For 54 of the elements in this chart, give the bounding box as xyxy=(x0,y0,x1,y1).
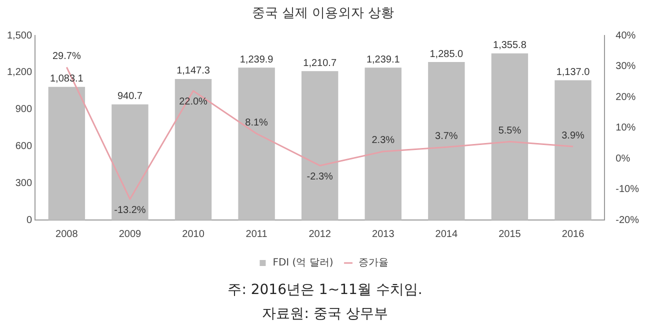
text: 자료원: 중국 상무부 xyxy=(261,305,389,324)
y2-tick-label: 20% xyxy=(616,92,636,103)
x-tick-label: 2013 xyxy=(372,228,395,240)
data-label: 1,285.0 xyxy=(430,48,464,60)
legend-label: FDI (억 달러) xyxy=(272,258,334,269)
bar xyxy=(48,86,86,220)
y-tick-label: 1,500 xyxy=(6,30,32,42)
legend-label: 증가율 xyxy=(358,258,388,269)
x-tick-label: 2015 xyxy=(498,228,522,240)
x-tick-label: 2008 xyxy=(56,228,78,240)
y2-tick-label: 0% xyxy=(616,153,630,164)
y2-tick-label: 10% xyxy=(616,122,636,134)
data-label: 1,137.0 xyxy=(556,66,590,78)
data-label: 3.9% xyxy=(562,130,585,142)
bar xyxy=(112,104,148,220)
y-tick-label: 1,200 xyxy=(6,67,32,78)
y-tick-label: 600 xyxy=(15,140,32,152)
chart-title: 중국 실제 이용외자 상황 xyxy=(252,6,394,22)
data-label: 1,355.8 xyxy=(493,40,527,52)
y2-tick-label: 40% xyxy=(616,30,636,42)
y-tick-label: 900 xyxy=(15,104,32,116)
data-label: 1,210.7 xyxy=(303,58,337,69)
data-label: 940.7 xyxy=(117,91,143,102)
data-label: -13.2% xyxy=(114,204,146,216)
bar xyxy=(554,80,592,220)
text: 주: 2016년은 1~11월 수치임. xyxy=(226,281,424,300)
x-tick-label: 2009 xyxy=(118,228,142,240)
bar xyxy=(491,53,528,220)
bar xyxy=(301,71,338,220)
data-label: 1,239.9 xyxy=(240,54,274,66)
data-label: 3.7% xyxy=(435,130,458,142)
data-label: 1,239.1 xyxy=(366,54,400,66)
y-tick-label: 300 xyxy=(15,178,32,189)
y-tick-label: 0 xyxy=(26,214,32,226)
y2-tick-label: -10% xyxy=(616,184,640,196)
y2-tick-label: -20% xyxy=(616,214,640,226)
data-label: 22.0% xyxy=(179,96,208,108)
bar xyxy=(364,68,402,220)
data-label: 1,147.3 xyxy=(176,66,210,77)
data-label: 29.7% xyxy=(52,51,81,62)
x-tick-label: 2014 xyxy=(435,228,458,240)
y2-tick-label: 30% xyxy=(616,61,636,72)
data-label: -2.3% xyxy=(306,171,334,182)
data-label: 8.1% xyxy=(245,117,268,128)
bar xyxy=(174,78,212,220)
x-tick-label: 2016 xyxy=(562,228,585,240)
data-label: 5.5% xyxy=(498,125,522,136)
data-label: 1,083.1 xyxy=(50,74,84,85)
bar xyxy=(428,62,465,220)
bar xyxy=(238,68,275,220)
data-label: 2.3% xyxy=(372,135,395,146)
x-tick-label: 2012 xyxy=(308,228,332,240)
x-tick-label: 2010 xyxy=(182,228,205,240)
x-tick-label: 2011 xyxy=(246,228,268,240)
